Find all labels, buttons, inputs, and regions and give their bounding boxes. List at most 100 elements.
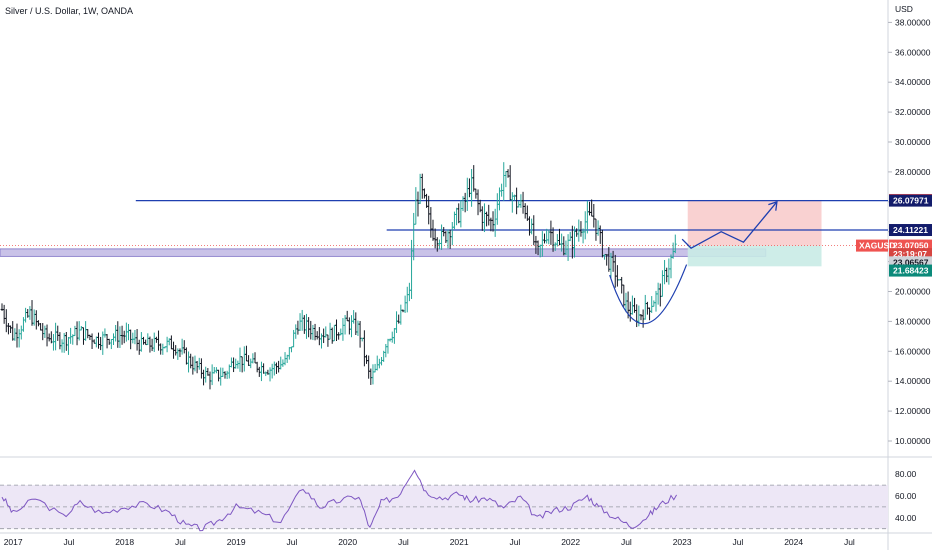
ohlc-bar [189,353,193,369]
ohlc-bar [107,338,111,345]
ohlc-bar [137,339,141,355]
ohlc-bar [253,352,257,364]
ohlc-bar [109,338,113,350]
ohlc-bar [260,361,263,382]
ohlc-bar [463,192,467,213]
rsi-tick-label: 60.00 [895,491,917,501]
ohlc-bar [658,283,662,307]
ohlc-bar [64,332,68,351]
ohlc-bar [455,207,458,226]
ohlc-bar [298,313,302,332]
ohlc-bar [386,338,390,354]
ohlc-bar [457,203,461,224]
time-tick-label: Jul [732,537,743,547]
price-tick-label: 14.00000 [895,376,931,386]
ohlc-bar [4,309,8,333]
ohlc-bar [185,347,188,365]
ohlc-bar [47,333,51,342]
ohlc-bar [97,332,100,349]
ohlc-bar [11,321,15,341]
ohlc-bar [148,336,152,353]
ohlc-bar [543,233,546,244]
ohlc-bar [493,208,497,237]
ohlc-bar [375,355,379,371]
ohlc-bar [581,228,585,244]
chart-title: Silver / U.S. Dollar, 1W, OANDA [5,6,133,16]
rsi-grid [0,484,888,530]
projection-arrow-head [768,200,778,211]
rsi-line [1,469,678,532]
ohlc-bar [238,347,242,372]
ohlc-bar [225,370,229,380]
ohlc-bar [347,317,351,335]
ohlc-bar [673,234,677,254]
time-tick-label: Jul [621,537,632,547]
time-tick-label: Jul [509,537,520,547]
ohlc-bar [622,284,626,307]
ohlc-bar [54,322,58,351]
ohlc-bar [356,320,360,336]
ohlc-bar [268,367,272,382]
ohlc-bar [615,265,619,287]
ohlc-bar [275,362,278,374]
ohlc-bar [159,343,163,355]
ohlc-bar [328,322,332,340]
ohlc-bar [341,318,345,341]
ohlc-bar [300,309,304,331]
price-tags: 26.1215726.0797124.1122123.07050XAGUSD23… [856,193,932,277]
ohlc-bar [373,363,377,373]
ohlc-bar [178,348,182,358]
ohlc-bar [28,306,32,320]
ohlc-bar [82,327,85,345]
ohlc-bar [223,371,227,379]
ohlc-bar [418,173,422,204]
ohlc-bar [37,320,40,327]
ohlc-bar [438,239,441,250]
ohlc-bar [217,369,220,382]
zones-layer [0,199,822,267]
ohlc-bar [384,343,388,358]
ohlc-bar [648,307,651,321]
ohlc-bar [635,304,639,328]
ohlc-bar [639,314,643,321]
ohlc-bar [142,336,145,345]
ohlc-bar [367,355,371,379]
rsi-tick-label: 80.00 [895,469,917,479]
price-tag-label: 24.11221 [893,225,928,235]
ohlc-bar [245,345,248,362]
ohlc-bar [465,177,469,211]
ohlc-bar [45,324,49,347]
ohlc-bar [395,311,398,334]
ohlc-bar [191,356,195,375]
ohlc-bar [545,228,549,244]
price-tag: 26.07971 [889,194,932,207]
ohlc-bar [251,353,255,364]
ohlc-bar [502,162,506,201]
ohlc-bar [450,222,454,246]
ohlc-bar [480,206,484,231]
ohlc-bar [309,320,313,340]
ohlc-bar [182,340,186,354]
ohlc-bar [643,294,647,320]
ohlc-bar [157,330,160,351]
ohlc-bar [103,328,107,338]
price-tag-label: 23.07050 [893,241,929,251]
ohlc-bar [377,358,381,369]
ohlc-bar [210,364,214,386]
ohlc-bar [92,339,96,344]
symbol-tag-bg [856,239,888,252]
ohlc-bar [665,267,669,283]
cup-pattern-arc [609,264,688,325]
ohlc-bar [17,329,21,348]
currency-label: USD [895,4,913,14]
ohlc-bar [311,324,315,341]
price-tag-label: 23:19:07 [893,249,927,259]
ohlc-bar [650,296,654,313]
ohlc-bar [369,368,373,385]
ohlc-bar [135,329,139,351]
ohlc-bar [433,228,437,249]
ohlc-bar [22,317,25,332]
ohlc-bar [150,338,154,352]
ohlc-bar [631,295,634,315]
